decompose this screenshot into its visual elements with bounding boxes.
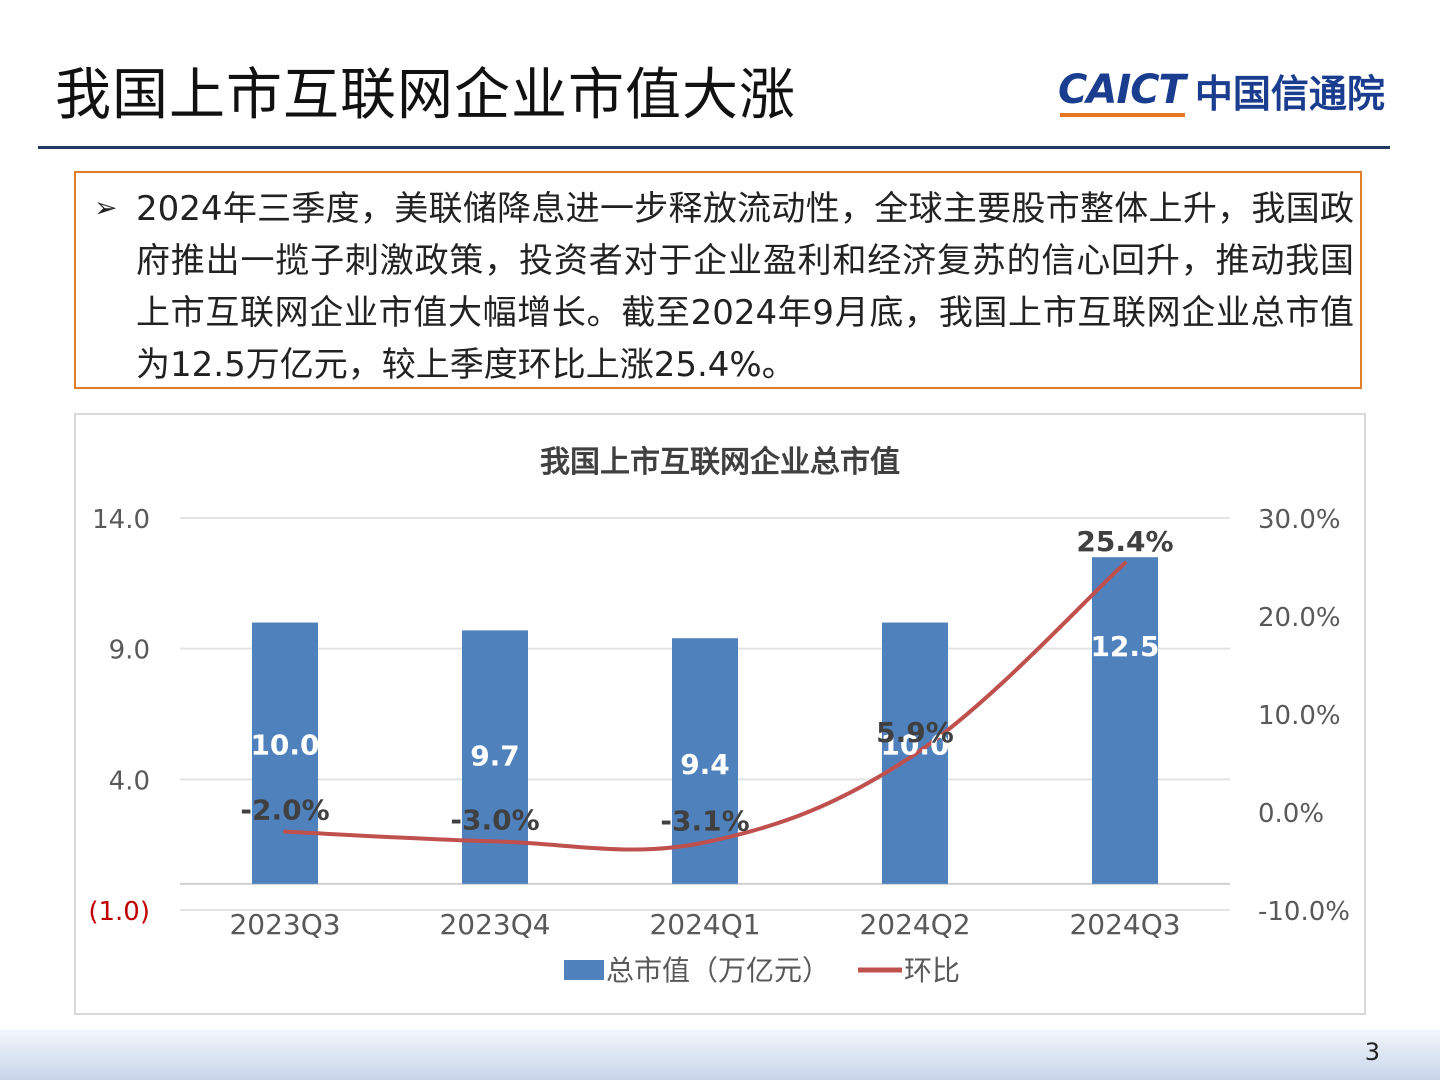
x-tick-label: 2024Q1: [649, 908, 760, 941]
logo-cn-text: 中国信通院: [1194, 71, 1385, 116]
y-right-tick-label: -10.0%: [1258, 897, 1350, 927]
legend-bar-label: 总市值（万亿元）: [606, 954, 830, 987]
bullet-arrow-icon: ➢: [94, 191, 118, 224]
x-tick-label: 2023Q3: [229, 908, 340, 941]
bar-2024Q3: [1092, 557, 1158, 884]
growth-rate-line: [283, 561, 1127, 852]
caict-logo: CAICT 中国信通院: [1058, 62, 1385, 118]
slide-title: 我国上市互联网企业市值大涨: [55, 63, 796, 128]
line-value-label: 25.4%: [1076, 525, 1173, 558]
market-cap-chart: 我国上市互联网企业总市值 10.0 9.7 9.4 10.0 12.5 -2.0% -3.0…: [88, 445, 1350, 987]
y-right-tick-label: 10.0%: [1258, 701, 1341, 731]
y-right-tick-label: 0.0%: [1258, 799, 1324, 829]
page-number: 3: [1364, 1038, 1380, 1066]
summary-text: 2024年三季度，美联储降息进一步释放流动性，全球主要股市整体上升，我国政府推出…: [136, 189, 1354, 385]
y-right-tick-label: 20.0%: [1258, 603, 1341, 633]
y-left-tick-label: 14.0: [92, 505, 150, 535]
y-left-tick-label: 9.0: [109, 636, 150, 666]
legend-line-label: 环比: [904, 954, 960, 987]
x-tick-label: 2023Q4: [439, 908, 550, 941]
bar-value-label: 12.5: [1090, 630, 1159, 663]
line-value-label: -3.1%: [660, 804, 749, 837]
line-value-label: -3.0%: [450, 803, 539, 836]
logo-en-text: CAICT: [1058, 67, 1186, 117]
y-left-tick-label: (1.0): [88, 897, 150, 927]
footer-band: [0, 1030, 1440, 1080]
legend-bar-swatch: [564, 960, 604, 980]
line-value-label: -2.0%: [240, 794, 329, 827]
bar-2023Q3: [252, 622, 318, 884]
y-left-tick-label: 4.0: [109, 766, 150, 796]
y-right-tick-label: 30.0%: [1258, 505, 1341, 535]
bar-value-label: 9.4: [680, 748, 730, 781]
x-tick-label: 2024Q2: [859, 908, 970, 941]
bar-value-label: 10.0: [250, 729, 319, 762]
line-value-label: 5.9%: [876, 716, 954, 749]
chart-title: 我国上市互联网企业总市值: [540, 445, 900, 480]
title-divider: [38, 146, 1390, 149]
summary-box: ➢ 2024年三季度，美联储降息进一步释放流动性，全球主要股市整体上升，我国政府…: [74, 171, 1362, 389]
x-tick-label: 2024Q3: [1069, 908, 1180, 941]
bar-value-label: 10.0: [880, 729, 949, 762]
bar-value-label: 9.7: [470, 739, 520, 772]
